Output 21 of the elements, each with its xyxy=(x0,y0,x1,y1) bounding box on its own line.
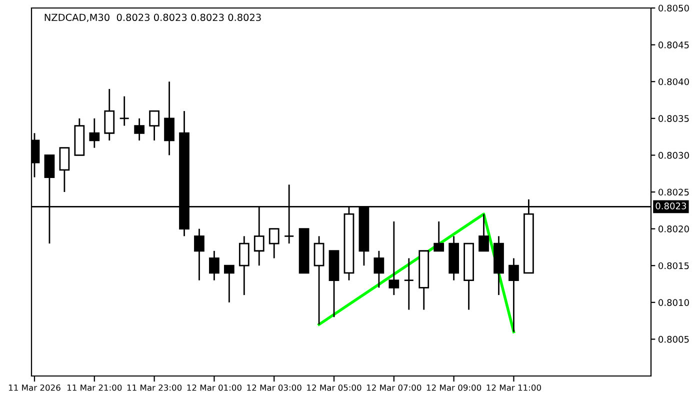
x-tick-label: 12 Mar 07:00 xyxy=(367,384,422,391)
y-tick-label: 0.8010 xyxy=(658,299,689,306)
y-tick-label: 0.8045 xyxy=(658,42,689,48)
x-tick-label: 12 Mar 09:00 xyxy=(426,384,482,391)
x-tick-label: 12 Mar 05:00 xyxy=(307,384,362,391)
y-tick-label: 0.8040 xyxy=(658,78,689,86)
x-tick-label: 11 Mar 23:00 xyxy=(127,384,182,391)
y-tick-label: 0.8020 xyxy=(658,226,689,232)
y-tick-label: 0.8035 xyxy=(658,115,689,122)
y-tick-label: 0.8015 xyxy=(658,262,689,270)
x-tick-label: 11 Mar 21:00 xyxy=(67,384,122,391)
y-tick-label: 0.8005 xyxy=(658,336,689,343)
y-tick-label: 0.8030 xyxy=(658,152,689,159)
x-tick-label: 12 Mar 01:00 xyxy=(187,384,242,391)
y-tick-label: 0.8025 xyxy=(658,188,689,196)
x-tick-label: 12 Mar 11:00 xyxy=(486,384,541,391)
x-tick-label: 12 Mar 03:00 xyxy=(247,384,302,391)
y-tick-label: 0.8050 xyxy=(658,4,689,12)
text: NZDCAD,M30 0.8023 0.8023 0.8023 0.8023 xyxy=(44,14,261,22)
ref-line-label: 0.8023 xyxy=(656,202,686,210)
x-tick-label: 11 Mar 2026 xyxy=(8,384,60,391)
